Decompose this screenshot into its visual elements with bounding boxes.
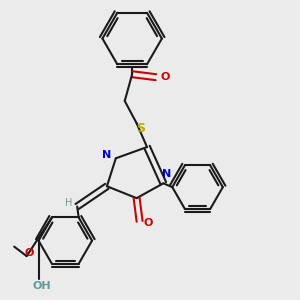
Text: S: S bbox=[136, 122, 146, 135]
Text: N: N bbox=[162, 169, 171, 179]
Text: O: O bbox=[160, 72, 170, 82]
Text: OH: OH bbox=[32, 281, 51, 291]
Text: H: H bbox=[65, 199, 73, 208]
Text: O: O bbox=[144, 218, 153, 228]
Text: O: O bbox=[24, 248, 34, 258]
Text: N: N bbox=[102, 150, 111, 160]
